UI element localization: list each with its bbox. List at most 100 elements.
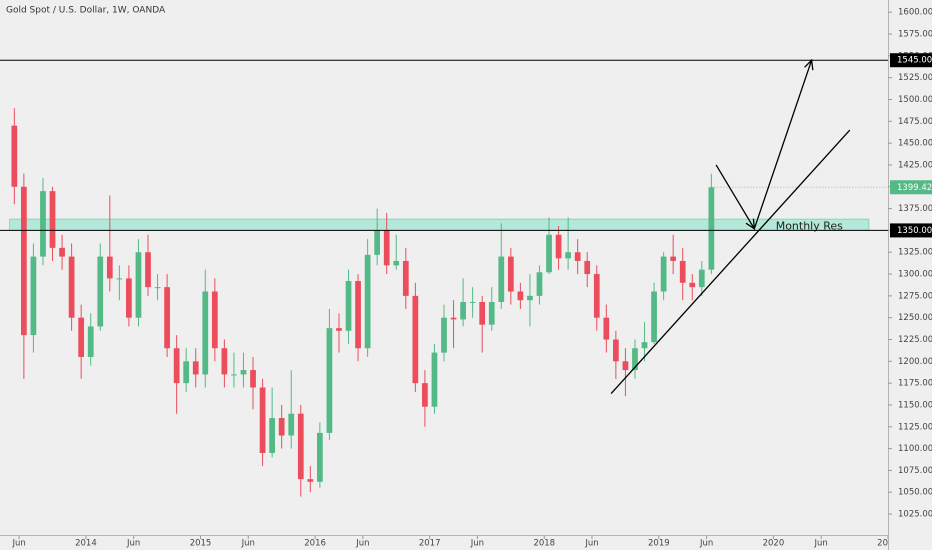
x-tick-label: Jun bbox=[126, 539, 140, 549]
candle-body bbox=[87, 326, 94, 357]
trendline bbox=[610, 129, 851, 395]
y-tick-label: 1475.000 bbox=[898, 117, 932, 127]
candle-body bbox=[565, 252, 571, 259]
candle-body bbox=[698, 269, 705, 288]
y-tick-label: 1050.000 bbox=[898, 488, 932, 498]
candle-body bbox=[59, 247, 65, 257]
y-tick-label: 1225.000 bbox=[898, 335, 932, 345]
candle-body bbox=[393, 260, 400, 266]
price-axis: 1025.000 1050.000 1075.000 1100.000 1125.000… bbox=[888, 8, 932, 520]
x-tick-label: Jun bbox=[355, 539, 369, 549]
price-label-box bbox=[890, 53, 932, 68]
candle-body bbox=[498, 256, 505, 302]
candle-body bbox=[536, 272, 543, 296]
candle-body bbox=[326, 328, 333, 433]
candle-body bbox=[603, 317, 610, 340]
candle-body bbox=[116, 278, 123, 280]
y-tick-label: 1075.000 bbox=[898, 466, 932, 476]
candle-body bbox=[651, 291, 657, 343]
x-tick-label: Jun bbox=[814, 539, 828, 549]
candle-body bbox=[555, 234, 562, 259]
candle-body bbox=[355, 281, 361, 349]
chart-title: Gold Spot / U.S. Dollar, 1W, OANDA bbox=[6, 6, 166, 16]
y-tick-label: 1425.000 bbox=[898, 160, 932, 170]
candle-body bbox=[231, 374, 237, 376]
candle-body bbox=[297, 413, 304, 480]
candle-body bbox=[11, 125, 18, 187]
candle-body bbox=[269, 418, 275, 453]
candle-body bbox=[192, 361, 199, 375]
candle-body bbox=[574, 252, 581, 261]
candle-body bbox=[97, 256, 104, 327]
candle-body bbox=[288, 413, 295, 436]
y-tick-label: 1500.000 bbox=[898, 95, 932, 105]
candle-body bbox=[632, 348, 638, 371]
price-label-box bbox=[890, 223, 932, 238]
zone-label: Monthly Res bbox=[776, 219, 843, 232]
candle-body bbox=[546, 234, 552, 273]
candle-body bbox=[259, 387, 266, 453]
candle-body bbox=[221, 348, 228, 375]
candle-body bbox=[183, 361, 190, 384]
candle-body bbox=[250, 370, 256, 388]
candle-body bbox=[488, 301, 495, 325]
candle-body bbox=[145, 252, 151, 288]
x-tick-label: Jun bbox=[11, 539, 25, 549]
y-tick-label: 1375.000 bbox=[898, 204, 932, 214]
candle-body bbox=[336, 328, 342, 331]
y-tick-label: 1525.000 bbox=[898, 73, 932, 83]
candle-body bbox=[584, 260, 591, 275]
candle-body bbox=[689, 282, 696, 288]
candle-body bbox=[30, 256, 37, 336]
candle-body bbox=[507, 256, 514, 292]
candle-body bbox=[164, 287, 170, 349]
y-tick-label: 1575.000 bbox=[898, 30, 932, 40]
candle-body bbox=[173, 348, 180, 384]
candle-body bbox=[450, 317, 457, 320]
plot-area: Jun 2014 Jun 2015 Jun 2016 Jun 2017 Jun 2018 Jun 20… bbox=[0, 58, 899, 549]
price-label: 1545.000 bbox=[897, 56, 932, 66]
last-price-box bbox=[890, 180, 932, 195]
y-tick-label: 1025.000 bbox=[898, 510, 932, 520]
x-tick-label: 2021 bbox=[877, 539, 899, 549]
y-tick-label: 1250.000 bbox=[898, 313, 932, 323]
candle-body bbox=[622, 361, 629, 371]
candle-body bbox=[211, 291, 218, 349]
y-tick-label: 1125.000 bbox=[898, 422, 932, 432]
y-tick-label: 1325.000 bbox=[898, 248, 932, 258]
x-tick-label: Jun bbox=[699, 539, 713, 549]
candle-body bbox=[460, 301, 466, 320]
x-tick-label: Jun bbox=[584, 539, 598, 549]
candle-body bbox=[364, 254, 371, 349]
candle-body bbox=[469, 301, 476, 303]
x-tick-label: 2018 bbox=[533, 539, 555, 549]
candle-body bbox=[670, 256, 677, 261]
candle-body bbox=[517, 291, 524, 301]
y-tick-label: 1200.000 bbox=[898, 357, 932, 367]
candle-body bbox=[317, 432, 323, 482]
candle-body bbox=[422, 383, 428, 407]
candle-body bbox=[78, 317, 85, 357]
candle-body bbox=[527, 295, 533, 301]
x-tick-label: 2019 bbox=[648, 539, 670, 549]
y-tick-label: 1450.000 bbox=[898, 139, 932, 149]
candle-body bbox=[708, 187, 715, 270]
candle-body bbox=[40, 191, 46, 257]
candle-body bbox=[593, 274, 600, 318]
x-tick-label: Jun bbox=[241, 539, 255, 549]
y-tick-label: 1150.000 bbox=[898, 400, 932, 410]
candle-body bbox=[68, 256, 75, 318]
x-tick-label: Jun bbox=[470, 539, 484, 549]
candle-body bbox=[202, 291, 209, 375]
candle-body bbox=[660, 256, 667, 292]
candle-body bbox=[679, 260, 686, 283]
candle-body bbox=[106, 256, 113, 279]
x-tick-label: 2014 bbox=[75, 539, 97, 549]
candle-body bbox=[641, 342, 648, 349]
candle-body bbox=[613, 339, 619, 362]
candle-body bbox=[412, 295, 419, 384]
candle-body bbox=[135, 252, 142, 318]
y-tick-label: 1175.000 bbox=[898, 379, 932, 389]
